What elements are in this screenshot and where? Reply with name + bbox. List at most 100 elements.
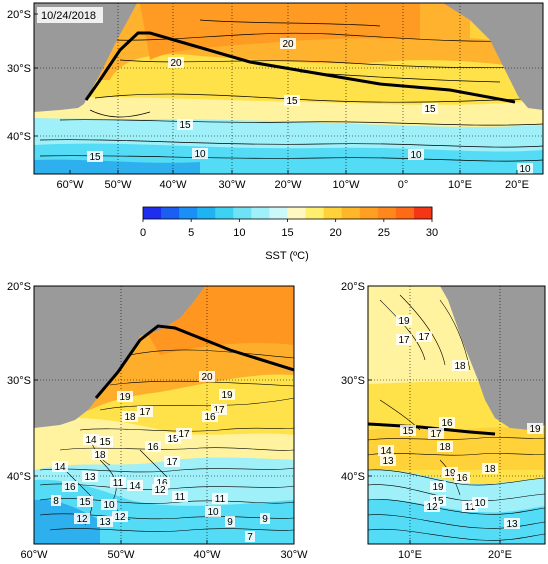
contour-label-box [416, 331, 432, 342]
contour-label: 10 [207, 507, 219, 518]
date-label: 10/24/2018 [41, 10, 96, 22]
contour-label: 17 [418, 332, 430, 343]
contour-label: 11 [175, 492, 186, 503]
contour-label-box [225, 516, 235, 527]
contour-label: 19 [432, 482, 444, 493]
colorbar-tick-label: 5 [188, 227, 194, 239]
contour-label-box [127, 480, 143, 491]
contour-label: 15 [179, 120, 191, 131]
contour-label: 17 [398, 335, 410, 346]
colorbar-tick-label: 10 [233, 227, 245, 239]
x-tick-label: 20°E [505, 179, 529, 191]
colorbar-cell [377, 207, 397, 219]
x-tick-label: 40°W [159, 179, 187, 191]
contour-label-box [199, 371, 215, 382]
colorbar: 0 5 10 15 20 25 30 SST (ºC) [140, 206, 438, 262]
contour-label-box [472, 497, 488, 508]
colorbar-tick-label: 20 [330, 227, 342, 239]
contour-label: 11 [465, 502, 476, 513]
contour-label: 17 [139, 407, 151, 418]
colorbar-cell [413, 207, 433, 219]
contour-label: 12 [154, 485, 166, 496]
contour-label: 13 [99, 517, 111, 528]
contour-label: 10 [519, 164, 531, 175]
contour-label-box [176, 428, 192, 439]
contour-label-box [77, 496, 93, 507]
contour-label: 17 [213, 405, 225, 416]
contour-label-box [97, 516, 113, 527]
contour-label-box [62, 481, 78, 492]
contour-label: 11 [113, 478, 124, 489]
contour-label-box [211, 404, 227, 415]
contour-label-box [164, 456, 180, 467]
contour-label-box [168, 57, 184, 68]
contour-label-box [504, 518, 520, 529]
x-tick-label: 50°W [107, 549, 135, 561]
contour-label: 15 [424, 104, 436, 115]
y-tick-label: 30°S [7, 375, 31, 387]
contour-label: 13 [84, 472, 96, 483]
x-tick-label: 50°W [104, 179, 132, 191]
contour-label-box [154, 477, 170, 488]
colorbar-title: SST (ºC) [265, 250, 309, 262]
contour-label: 15 [167, 434, 179, 445]
contour-label: 17 [430, 429, 442, 440]
contour-label: 19 [529, 424, 541, 435]
contour-label: 18 [94, 450, 106, 461]
x-tick-label: 30°W [280, 549, 308, 561]
contour-label: 16 [456, 473, 468, 484]
contour-label-box [260, 513, 270, 524]
contour-label-box [452, 360, 468, 371]
contour-label: 20 [282, 39, 294, 50]
contour-label: 12 [114, 512, 126, 523]
contour-label: 14 [85, 435, 97, 446]
colorbar-cell [197, 207, 216, 219]
y-tick-label: 40°S [7, 131, 31, 143]
contour-label-box [517, 163, 533, 174]
contour-label: 20 [170, 58, 182, 69]
contour-label: 8 [53, 496, 59, 507]
contour-label-box [400, 425, 416, 436]
y-tick-label: 40°S [341, 471, 365, 483]
y-tick-label: 20°S [7, 281, 31, 293]
contour-label: 17 [166, 457, 178, 468]
colorbar-cell [251, 207, 270, 219]
top-map: 20 20 15 15 15 15 10 10 10 10/24/2018 60°W 50°W 40… [7, 2, 544, 191]
contour-label-box [87, 151, 103, 162]
x-tick-label: 10°W [332, 179, 360, 191]
contour-label-box [422, 103, 438, 114]
contour-label: 16 [441, 418, 453, 429]
contour-label-box [428, 428, 444, 439]
contour-label: 19 [119, 392, 131, 403]
contour-label: 16 [204, 412, 216, 423]
x-tick-label: 10°E [448, 179, 472, 191]
contour-label: 12 [426, 502, 438, 513]
colorbar-cell [215, 207, 234, 219]
contour-label: 16 [147, 442, 159, 453]
contour-label: 18 [484, 464, 496, 475]
contour-label-box [430, 495, 446, 506]
contour-label-box [122, 411, 138, 422]
contour-label-box [112, 511, 128, 522]
contour-label: 13 [382, 456, 394, 467]
contour-label: 19 [398, 316, 410, 327]
contour-label: 14 [54, 462, 66, 473]
contour-label-box [51, 495, 61, 506]
colorbar-cell [161, 207, 180, 219]
contour-label: 18 [439, 442, 451, 453]
contour-label: 10 [103, 500, 115, 511]
x-tick-label: 40°W [193, 549, 221, 561]
contour-label: 20 [201, 372, 213, 383]
contour-label-box [378, 445, 394, 456]
x-tick-label: 30°W [218, 179, 246, 191]
contour-label: 7 [247, 532, 253, 543]
colorbar-tick-label: 25 [378, 227, 390, 239]
contour-label-box [172, 491, 188, 502]
contour-label: 15 [402, 426, 414, 437]
x-tick-label: 10°E [398, 549, 422, 561]
y-tick-label: 20°S [341, 281, 365, 293]
contour-label: 11 [215, 494, 226, 505]
contour-label: 19 [221, 390, 233, 401]
y-tick-label: 20°S [7, 9, 31, 21]
